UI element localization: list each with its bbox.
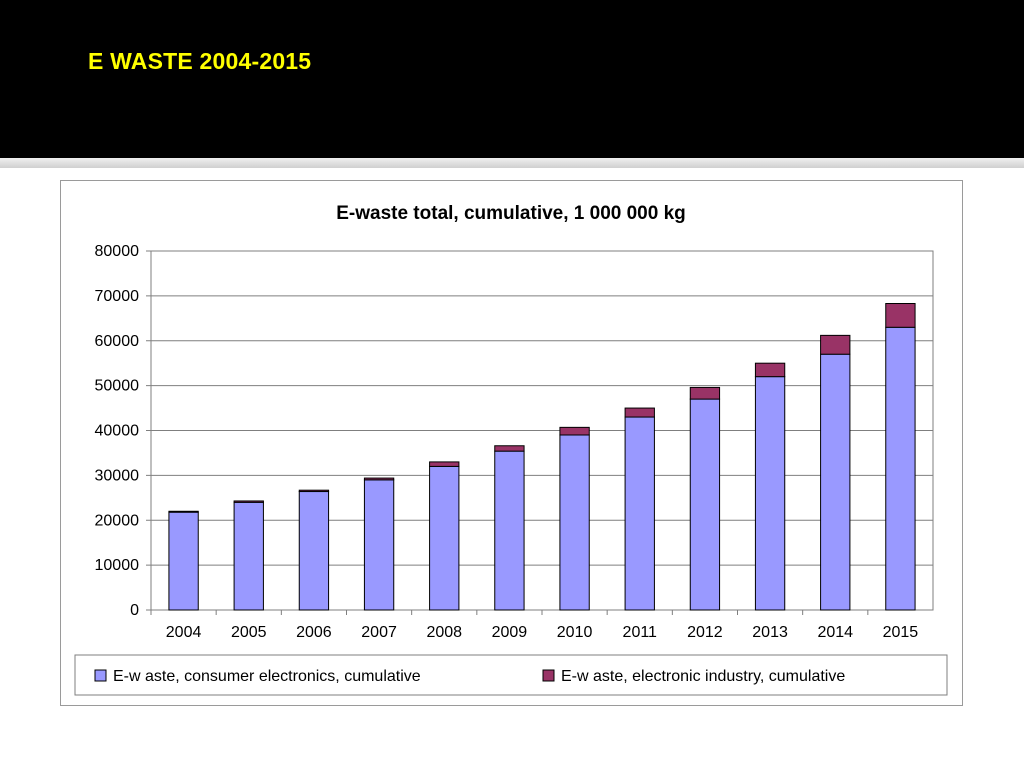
bar-segment-2008-series-1 — [429, 465, 460, 611]
bar-segment-2012-series-1 — [689, 398, 721, 611]
x-tick-label: 2005 — [231, 624, 267, 641]
x-tick-label: 2015 — [883, 624, 919, 641]
legend-swatch-series-1 — [94, 669, 107, 682]
bar-segment-2011-series-1 — [624, 416, 655, 611]
gridlines — [151, 250, 933, 566]
x-tick-label: 2013 — [752, 624, 788, 641]
y-tick-label: 80000 — [95, 243, 140, 260]
bar-segment-2005-series-1 — [233, 501, 264, 611]
y-tick-label: 70000 — [95, 288, 140, 305]
bar-segment-2009-series-1 — [494, 450, 525, 611]
legend: E-w aste, consumer electronics, cumulati… — [74, 654, 948, 696]
y-tick-label: 60000 — [95, 333, 140, 350]
bar-segment-2012-series-2 — [689, 386, 721, 400]
y-tick-label: 40000 — [95, 423, 140, 440]
x-tick-label: 2012 — [687, 624, 723, 641]
y-tick-label: 20000 — [95, 512, 140, 529]
axes — [146, 250, 934, 615]
bar-segment-2014-series-1 — [820, 353, 851, 611]
x-tick-label: 2007 — [361, 624, 397, 641]
stacked-bar-chart: E-waste total, cumulative, 1 000 000 kg … — [74, 203, 948, 696]
bars — [168, 303, 916, 611]
x-tick-label: 2010 — [557, 624, 593, 641]
y-tick-label: 30000 — [95, 467, 140, 484]
x-tick-label: 2004 — [166, 624, 202, 641]
bar-segment-2013-series-1 — [754, 376, 786, 611]
bar-segment-2009-series-2 — [494, 445, 525, 452]
legend-swatch-series-2 — [542, 669, 555, 682]
chart-frame: E-waste total, cumulative, 1 000 000 kg … — [60, 180, 963, 706]
bar-segment-2011-series-2 — [624, 407, 655, 418]
x-tick-label: 2006 — [296, 624, 332, 641]
y-tick-label: 0 — [130, 602, 139, 619]
y-tick-label: 10000 — [95, 557, 140, 574]
bar-segment-2004-series-1 — [168, 511, 199, 611]
bar-segment-2007-series-2 — [363, 477, 395, 481]
y-tick-labels: 0 10000 20000 30000 40000 50000 60000 70000 8000… — [95, 243, 140, 619]
x-tick-label: 2011 — [623, 624, 658, 641]
bar-segment-2007-series-1 — [363, 479, 395, 611]
bar-segment-2008-series-2 — [429, 461, 460, 467]
legend-label-series-2: E-w aste, electronic industry, cumulativ… — [561, 668, 845, 685]
slide-header: E WASTE 2004-2015 — [0, 0, 1024, 158]
bar-segment-2006-series-2 — [298, 489, 330, 493]
bar-segment-2015-series-2 — [885, 303, 916, 328]
x-tick-label: 2009 — [492, 624, 528, 641]
header-divider — [0, 158, 1024, 168]
bar-segment-2010-series-2 — [559, 426, 590, 436]
slide-title: E WASTE 2004-2015 — [88, 48, 312, 74]
legend-label-series-1: E-w aste, consumer electronics, cumulati… — [113, 668, 421, 685]
bar-segment-2004-series-2 — [168, 510, 199, 513]
y-tick-label: 50000 — [95, 378, 140, 395]
bar-segment-2015-series-1 — [885, 326, 916, 611]
bar-segment-2013-series-2 — [754, 362, 786, 378]
bar-segment-2005-series-2 — [233, 500, 264, 503]
x-tick-labels: 2004 2005 2006 2007 2008 2009 2010 2011 2012 2013… — [166, 624, 919, 641]
bar-segment-2014-series-2 — [820, 334, 851, 355]
legend-box — [74, 654, 948, 696]
bar-segment-2010-series-1 — [559, 434, 590, 611]
chart-title: E-waste total, cumulative, 1 000 000 kg — [336, 203, 686, 224]
bar-segment-2006-series-1 — [298, 491, 330, 611]
x-tick-label: 2008 — [426, 624, 462, 641]
x-tick-label: 2014 — [817, 624, 853, 641]
